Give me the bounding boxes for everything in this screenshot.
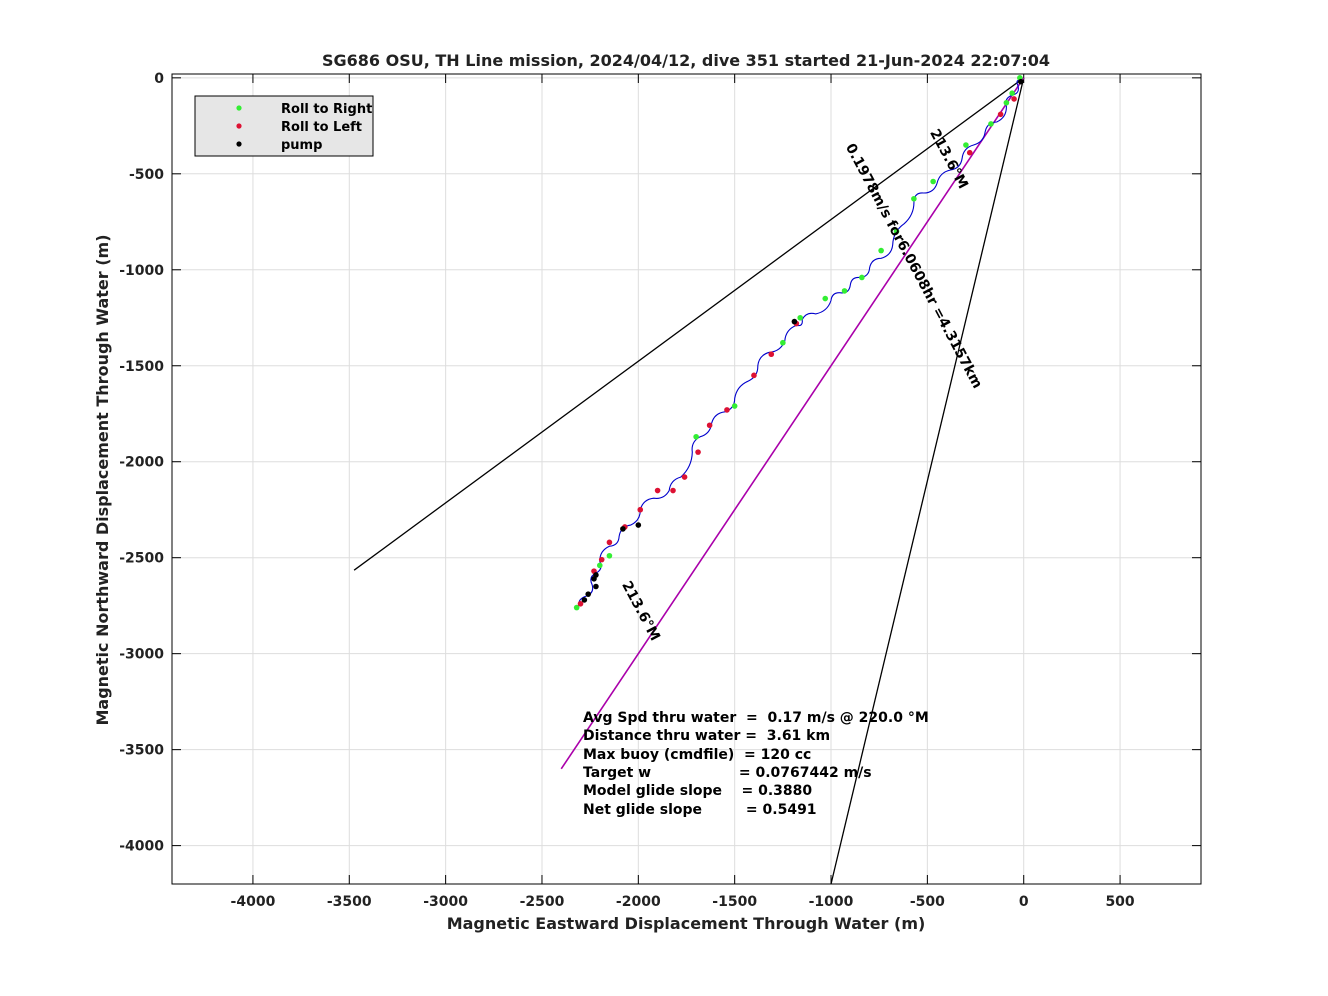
roll-right-marker <box>893 228 900 235</box>
roll-left-marker <box>966 149 973 156</box>
roll-left-marker <box>681 474 688 480</box>
plot-frame <box>171 73 1202 885</box>
roll-right-marker <box>988 121 994 127</box>
pump-marker <box>791 318 798 325</box>
legend-box <box>194 95 374 157</box>
drift-line <box>560 77 1025 770</box>
x-tick-label: -1000 <box>809 894 854 910</box>
x-tick-label: -2500 <box>520 894 565 910</box>
roll-right-marker <box>878 247 884 254</box>
pump-marker <box>620 526 626 532</box>
stat-model-glide: Model glide slope = 0.3880 <box>583 783 812 799</box>
y-tick-label: -500 <box>129 167 164 183</box>
pump-marker <box>635 522 642 528</box>
stat-target-w: Target w = 0.0767442 m/s <box>583 765 872 781</box>
roll-right-marker <box>963 142 969 148</box>
stat-max-buoy: Max buoy (cmdfile) = 120 cc <box>583 747 811 763</box>
grid-lines <box>172 74 1201 884</box>
pump-marker <box>585 591 592 597</box>
roll-left-marker <box>577 600 584 607</box>
y-tick-label: -1500 <box>119 359 164 375</box>
roll-right-marker <box>930 178 936 185</box>
roll-right-marker <box>780 339 786 346</box>
track-path <box>577 79 1022 608</box>
roll-left-marker <box>670 487 676 494</box>
heading-line-upper <box>353 77 1025 571</box>
y-tick-label: -2000 <box>119 455 164 471</box>
glider-track <box>577 79 1022 608</box>
roll-left-marker <box>751 372 757 379</box>
roll-left-marker <box>724 407 730 413</box>
pump-marker <box>591 576 597 582</box>
legend-label-roll-right: Roll to Right <box>281 102 372 117</box>
stat-avg-speed: Avg Spd thru water = 0.17 m/s @ 220.0 °M <box>583 710 929 726</box>
x-tick-label: -3000 <box>423 894 468 910</box>
track-markers <box>573 75 1024 611</box>
roll-right-marker <box>596 562 603 569</box>
legend-label-roll-left: Roll to Left <box>281 120 362 135</box>
legend: Roll to Right Roll to Left pump <box>194 95 374 157</box>
roll-right-marker <box>606 552 613 559</box>
stat-distance: Distance thru water = 3.61 km <box>583 728 830 744</box>
y-tick-label: -4000 <box>119 839 164 855</box>
axis-ticks: -4000 -3500 -3000 -2500 -2000 -1500 -1000 -500 0… <box>119 71 1201 910</box>
x-axis-label: Magnetic Eastward Displacement Through W… <box>447 914 926 933</box>
roll-left-marker <box>654 487 661 494</box>
roll-right-marker <box>822 295 829 302</box>
x-tick-label: -4000 <box>231 894 276 910</box>
roll-left-marker <box>695 449 701 455</box>
x-tick-label: -500 <box>910 894 945 910</box>
stats-annotation: Avg Spd thru water = 0.17 m/s @ 220.0 °M… <box>583 710 929 818</box>
legend-marker-roll-left <box>236 123 242 129</box>
legend-marker-pump <box>236 141 242 147</box>
y-axis-label: Magnetic Northward Displacement Through … <box>93 234 112 725</box>
legend-marker-roll-right <box>236 105 242 111</box>
roll-left-marker <box>598 556 605 563</box>
pump-marker <box>581 597 588 603</box>
reference-lines <box>353 77 1025 885</box>
roll-left-marker <box>606 539 613 546</box>
stat-net-glide: Net glide slope = 0.5491 <box>583 802 817 818</box>
roll-left-marker <box>1011 96 1017 102</box>
y-tick-label: -3500 <box>119 743 164 759</box>
roll-left-marker <box>637 506 644 513</box>
roll-left-marker <box>997 111 1004 118</box>
lower-heading-label: 213.6°M <box>618 579 663 644</box>
roll-right-marker <box>1009 90 1015 96</box>
roll-left-marker <box>706 422 713 429</box>
x-tick-label: -1500 <box>712 894 757 910</box>
chart-title: SG686 OSU, TH Line mission, 2024/04/12, … <box>322 51 1050 70</box>
roll-right-marker <box>573 604 580 611</box>
pump-marker <box>593 583 599 590</box>
x-tick-label: 500 <box>1105 894 1134 910</box>
y-tick-label: -2500 <box>119 551 164 567</box>
roll-right-marker <box>1003 99 1010 106</box>
roll-right-marker <box>841 288 848 294</box>
y-tick-label: 0 <box>154 71 164 87</box>
roll-right-marker <box>797 314 803 321</box>
x-tick-label: 0 <box>1019 894 1029 910</box>
y-tick-label: -3000 <box>119 647 164 663</box>
roll-right-marker <box>731 403 738 409</box>
y-tick-label: -1000 <box>119 263 164 279</box>
roll-right-marker <box>911 195 917 202</box>
heading-line-lower <box>830 77 1025 885</box>
pump-marker <box>1018 78 1024 85</box>
x-tick-label: -3500 <box>327 894 372 910</box>
legend-label-pump: pump <box>281 138 322 153</box>
roll-left-marker <box>768 351 775 358</box>
roll-right-marker <box>859 274 865 281</box>
x-tick-label: -2000 <box>616 894 661 910</box>
roll-right-marker <box>693 433 699 440</box>
